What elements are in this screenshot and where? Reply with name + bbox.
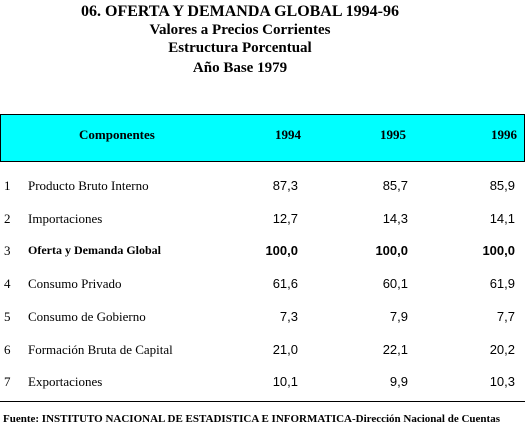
row-number: 6 [4, 341, 11, 357]
subtitle: Valores a Precios Corrientes [149, 22, 331, 38]
table-row: 6 Formación Bruta de Capital 21,0 22,1 20,2 [0, 342, 525, 362]
source-note: Fuente: INSTITUTO NACIONAL DE ESTADISTIC… [3, 413, 500, 425]
row-number: 5 [4, 308, 11, 324]
table: Componentes 1994 1995 1996 1 Producto Bru… [0, 114, 525, 402]
row-number: 7 [4, 374, 11, 390]
subtitle: Estructura Porcentual [168, 40, 312, 56]
table-row: 3 Oferta y Demanda Global 100,0 100,0 100,0 [0, 243, 525, 263]
row-label: Formación Bruta de Capital [28, 341, 173, 357]
row-label: Importaciones [28, 210, 103, 226]
row-number: 4 [4, 276, 11, 292]
table-row: 5 Consumo de Gobierno 7,3 7,9 7,7 [0, 309, 525, 329]
cell-value: 100,0 [265, 243, 298, 259]
cell-value: 60,1 [382, 276, 408, 292]
table-row: 4 Consumo Privado 61,6 60,1 61,9 [0, 276, 525, 296]
cell-value: 7,9 [389, 308, 408, 324]
cell-value: 14,1 [489, 210, 515, 226]
cell-value: 10,1 [272, 374, 298, 390]
cell-value: 100,0 [375, 243, 408, 259]
row-number: 2 [4, 210, 11, 226]
subtitle: Año Base 1979 [192, 60, 288, 76]
row-label: Producto Bruto Interno [28, 178, 149, 193]
row-label: Oferta y Demanda Global [28, 243, 161, 258]
table-row: 7 Exportaciones 10,1 9,9 10,3 [0, 374, 525, 394]
cell-value: 22,1 [382, 341, 408, 357]
cell-value: 7,7 [496, 308, 515, 324]
cell-value: 21,0 [272, 341, 298, 357]
row-label: Consumo Privado [28, 276, 122, 292]
row-number: 3 [4, 243, 11, 259]
table-row: 2 Importaciones 12,7 14,3 14,1 [0, 211, 525, 231]
cell-value: 9,9 [389, 374, 408, 390]
cell-value: 87,3 [272, 178, 298, 193]
cell-value: 61,6 [272, 276, 298, 292]
table-header: Componentes 1994 1995 1996 [0, 114, 525, 162]
cell-value: 61,9 [489, 276, 515, 292]
row-label: Exportaciones [28, 374, 103, 390]
column-header: Componentes [79, 127, 155, 142]
cell-value: 85,7 [382, 178, 408, 193]
column-header: 1995 [380, 127, 406, 142]
column-header: 1996 [491, 127, 517, 142]
column-header: 1994 [275, 127, 301, 142]
cell-value: 100,0 [482, 243, 515, 259]
cell-value: 85,9 [489, 178, 515, 193]
row-label: Consumo de Gobierno [28, 308, 146, 324]
cell-value: 14,3 [382, 210, 408, 226]
cell-value: 12,7 [272, 210, 298, 226]
title: 06. OFERTA Y DEMANDA GLOBAL 1994-96 [81, 3, 399, 20]
cell-value: 7,3 [279, 308, 298, 324]
cell-value: 20,2 [489, 341, 515, 357]
table-row: 1 Producto Bruto Interno 87,3 85,7 85,9 [0, 178, 525, 198]
cell-value: 10,3 [489, 374, 515, 390]
row-number: 1 [4, 178, 11, 193]
